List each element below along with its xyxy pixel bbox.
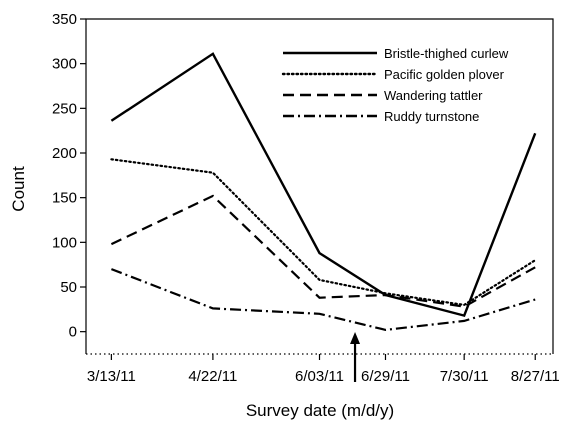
y-tick-label: 150 [52,190,77,207]
series-line-2 [110,158,537,307]
y-tick-label: 300 [52,56,77,73]
y-tick-label: 200 [52,145,77,162]
arrow-head [350,332,361,344]
y-tick-label: 0 [69,324,77,341]
y-tick-label: 100 [52,234,77,251]
x-tick-label: 7/30/11 [440,368,489,385]
y-tick-label: 50 [60,279,77,296]
x-tick-label: 3/13/11 [87,368,136,385]
y-axis-ticks: 0 50 100 150 200 250 300 350 [52,11,86,341]
x-axis-ticks: 3/13/11 4/22/11 6/03/11 6/29/11 7/30/11 8/27/… [87,354,560,385]
annotation-arrow [350,332,361,382]
x-axis-label: Survey date (m/d/y) [246,401,394,420]
plot-frame [85,18,554,354]
legend-label-3: Wandering tattler [384,88,483,103]
legend-label-4: Ruddy turnstone [384,109,479,124]
y-tick-label: 250 [52,100,77,117]
series-line-3 [110,194,536,308]
axes [85,18,554,355]
x-tick-label: 4/22/11 [188,368,237,385]
legend-label-2: Pacific golden plover [384,67,505,82]
legend: Bristle-thighed curlew Pacific golden plo… [281,46,509,124]
x-tick-label: 6/03/11 [295,368,344,385]
x-tick-label: 6/29/11 [361,368,410,385]
x-tick-label: 8/27/11 [511,368,560,385]
series-line-4 [111,268,536,332]
series-line-1 [110,52,537,318]
series-lines [110,52,537,332]
legend-label-1: Bristle-thighed curlew [384,46,509,61]
y-axis-label: Count [9,166,28,212]
y-tick-label: 350 [52,11,77,28]
